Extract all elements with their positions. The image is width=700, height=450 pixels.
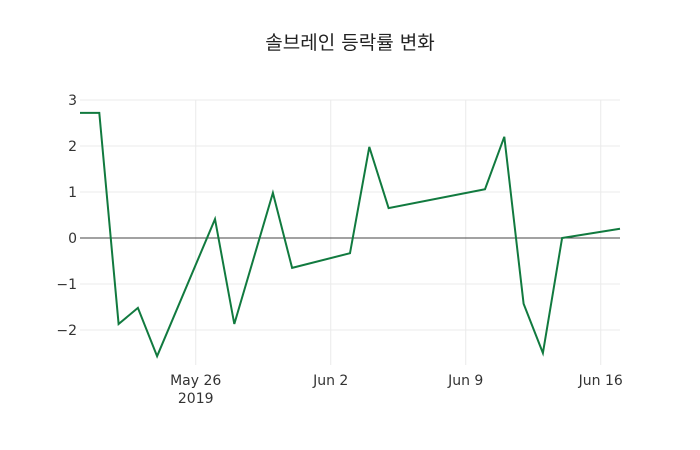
y-axis-ticks: 3 2 1 0 −1 −2 [56,93,77,339]
series-line [80,111,621,359]
gridlines [80,99,620,365]
x-tick-label: Jun 2 [312,373,348,389]
x-tick-label: May 26 [170,373,221,389]
chart-title: 솔브레인 등락률 변화 [265,32,435,54]
y-tick-label: 1 [68,185,77,201]
data-series [80,111,621,359]
y-tick-label: 3 [68,93,77,109]
y-tick-label: 0 [68,231,77,247]
x-tick-label: Jun 9 [447,373,483,389]
x-tick-sublabel: 2019 [178,391,214,407]
y-tick-label: 2 [68,139,77,155]
y-tick-label: −1 [56,277,77,293]
x-tick-label: Jun 16 [578,373,623,389]
y-tick-label: −2 [56,323,77,339]
x-axis-ticks: May 26 2019 Jun 2 Jun 9 Jun 16 [170,373,623,407]
